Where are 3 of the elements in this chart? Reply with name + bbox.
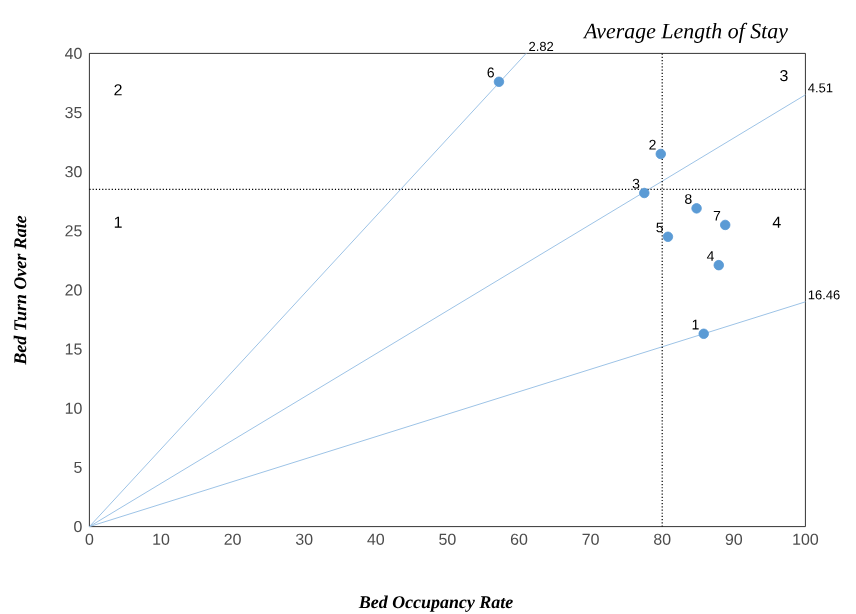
chart-title: Average Length of Stay (582, 22, 788, 43)
y-axis-title: Bed Turn Over Rate (13, 215, 27, 365)
x-axis-title: Bed Occupancy Rate (358, 595, 513, 612)
